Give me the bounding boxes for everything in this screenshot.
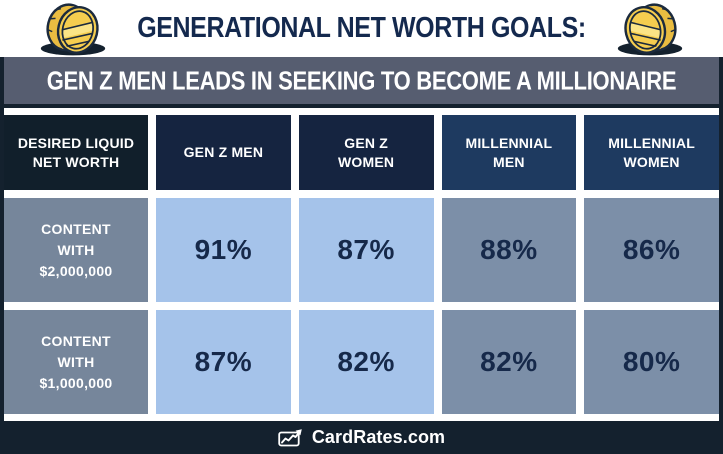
- value-millennial-men-2m: 88%: [441, 198, 577, 302]
- value-gen-z-women-2m: 87%: [298, 198, 434, 302]
- header-line: GEN Z: [344, 135, 389, 152]
- value-gen-z-men-2m: 91%: [156, 198, 291, 302]
- header-line: MILLENNIAL: [465, 135, 553, 152]
- value-millennial-men-1m: 82%: [441, 310, 577, 414]
- column-header-desired-liquid-net-worth: DESIRED LIQUID NET WORTH: [4, 115, 148, 190]
- header-line: WOMEN: [338, 153, 395, 170]
- title-band: GENERATIONAL NET WORTH GOALS:: [0, 0, 723, 57]
- column-header-gen-z-women: GEN Z WOMEN: [298, 115, 434, 190]
- footer-brand-bar: CardRates.com: [4, 421, 719, 454]
- label-line: $2,000,000: [39, 262, 113, 279]
- header-line: WOMEN: [623, 153, 680, 170]
- label-line: $1,000,000: [39, 374, 113, 391]
- value-gen-z-men-1m: 87%: [156, 310, 291, 414]
- coin-in-slot-icon: [35, 3, 111, 57]
- label-line: WITH: [57, 353, 95, 370]
- card-trend-chart-logo-icon: [278, 428, 302, 446]
- page-title: GENERATIONAL NET WORTH GOALS:: [137, 11, 586, 44]
- value-millennial-women-1m: 80%: [584, 310, 719, 414]
- row-label-content-with-1000000: CONTENT WITH $1,000,000: [4, 310, 148, 414]
- label-line: WITH: [57, 241, 95, 258]
- column-header-gen-z-men: GEN Z MEN: [156, 115, 291, 190]
- subtitle-banner: GEN Z MEN LEADS IN SEEKING TO BECOME A M…: [4, 57, 719, 104]
- header-line: MEN: [493, 153, 525, 170]
- label-line: CONTENT: [41, 332, 111, 349]
- label-line: CONTENT: [41, 220, 111, 237]
- subtitle-text: GEN Z MEN LEADS IN SEEKING TO BECOME A M…: [46, 65, 677, 95]
- row-label-content-with-2000000: CONTENT WITH $2,000,000: [4, 198, 148, 302]
- header-line: GEN Z MEN: [183, 144, 264, 161]
- header-line: DESIRED LIQUID: [17, 135, 135, 152]
- header-line: NET WORTH: [32, 153, 120, 170]
- header-line: MILLENNIAL: [608, 135, 695, 152]
- column-header-millennial-men: MILLENNIAL MEN: [441, 115, 577, 190]
- value-gen-z-women-1m: 82%: [298, 310, 434, 414]
- coin-in-slot-icon: [612, 3, 688, 57]
- content-wrapper: GEN Z MEN LEADS IN SEEKING TO BECOME A M…: [0, 57, 723, 454]
- data-table: DESIRED LIQUID NET WORTH GEN Z MEN GEN Z…: [4, 115, 719, 414]
- table-area: DESIRED LIQUID NET WORTH GEN Z MEN GEN Z…: [4, 108, 719, 421]
- value-millennial-women-2m: 86%: [584, 198, 719, 302]
- column-header-millennial-women: MILLENNIAL WOMEN: [584, 115, 719, 190]
- brand-name: CardRates.com: [311, 427, 446, 447]
